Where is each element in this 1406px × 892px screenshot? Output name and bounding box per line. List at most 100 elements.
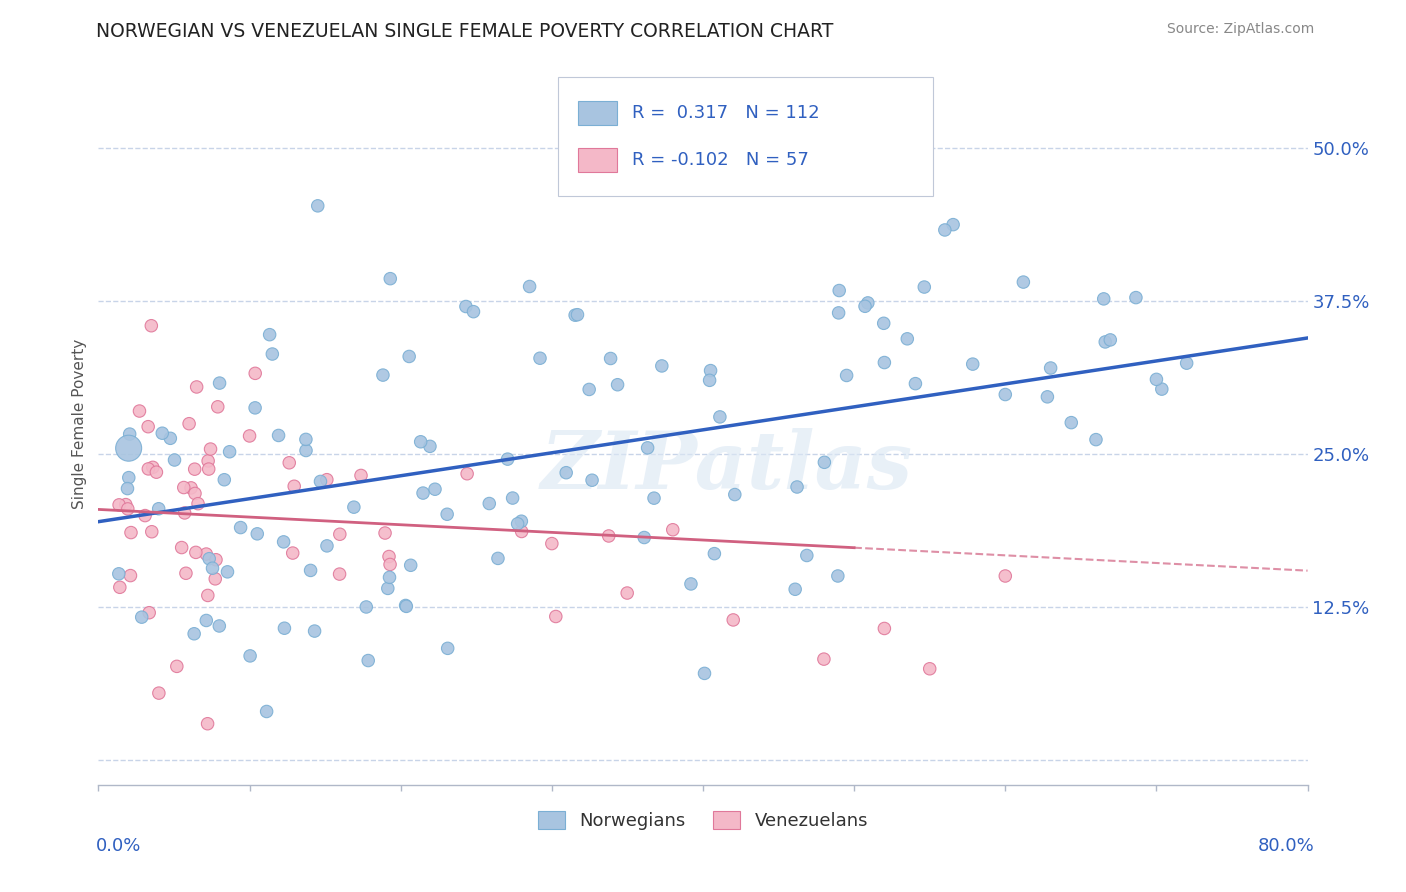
Point [295,433,318,447]
Text: 0.0%: 0.0% [96,837,141,855]
Point [173,481,195,495]
Point [187,497,209,511]
Point [170,541,193,555]
Point [218,444,240,458]
Point [456,467,478,481]
Text: NORWEGIAN VS VENEZUELAN SINGLE FEMALE POVERTY CORRELATION CHART: NORWEGIAN VS VENEZUELAN SINGLE FEMALE PO… [96,22,832,41]
Point [436,508,458,522]
Point [309,475,332,489]
Point [564,308,586,322]
Point [1012,275,1035,289]
Point [120,525,142,540]
Point [567,308,589,322]
Legend: Norwegians, Venezuelans: Norwegians, Venezuelans [531,804,875,838]
Point [229,520,252,534]
Point [329,567,352,582]
Point [107,566,129,581]
Point [179,417,201,431]
Point [606,377,628,392]
Point [329,527,352,541]
Point [262,347,284,361]
Point [519,279,541,293]
Point [307,199,329,213]
Point [118,427,141,442]
Point [419,439,441,453]
Point [374,526,396,541]
Point [315,473,337,487]
Point [835,368,858,383]
Point [371,368,394,383]
Point [934,223,956,237]
Point [555,466,578,480]
Point [350,468,373,483]
Point [166,659,188,673]
Point [131,610,153,624]
Point [581,473,603,487]
Point [239,429,262,443]
Point [1175,356,1198,370]
Point [1125,291,1147,305]
Point [912,280,935,294]
Point [412,486,434,500]
Point [117,502,139,516]
Point [243,401,266,415]
Point [723,613,745,627]
Point [502,491,524,505]
Point [399,558,422,573]
Point [195,547,218,561]
Point [529,351,551,366]
Point [136,419,159,434]
Point [204,572,226,586]
Point [1094,334,1116,349]
Point [134,508,156,523]
Point [496,452,519,467]
Point [377,582,399,596]
Point [180,481,202,495]
Point [316,539,339,553]
Point [994,387,1017,401]
Point [120,568,142,582]
Point [278,456,301,470]
Point [962,357,984,371]
Point [724,487,747,501]
Point [828,284,851,298]
Point [184,486,207,500]
Point [699,363,721,377]
Point [197,462,219,476]
Point [827,306,849,320]
Point [378,558,401,572]
Point [117,482,139,496]
Point [709,409,731,424]
Point [183,627,205,641]
Point [200,442,222,456]
Point [174,566,197,581]
Text: R = -0.102   N = 57: R = -0.102 N = 57 [631,151,808,169]
Point [616,586,638,600]
Point [197,716,219,731]
Point [643,491,665,505]
Point [173,506,195,520]
Point [853,299,876,313]
Point [679,577,702,591]
Point [118,441,141,455]
Point [1150,382,1173,396]
Point [141,318,163,333]
Point [273,621,295,635]
Point [217,565,239,579]
Point [1039,361,1062,376]
FancyBboxPatch shape [558,77,932,196]
Point [478,496,501,510]
Point [395,599,418,614]
Point [873,316,896,330]
Point [150,426,173,441]
Point [651,359,673,373]
Text: R =  0.317   N = 112: R = 0.317 N = 112 [631,104,820,122]
Point [246,526,269,541]
Point [873,622,896,636]
Point [436,641,458,656]
Point [578,383,600,397]
Point [896,332,918,346]
Point [454,300,477,314]
Point [873,355,896,369]
Point [1144,372,1167,386]
